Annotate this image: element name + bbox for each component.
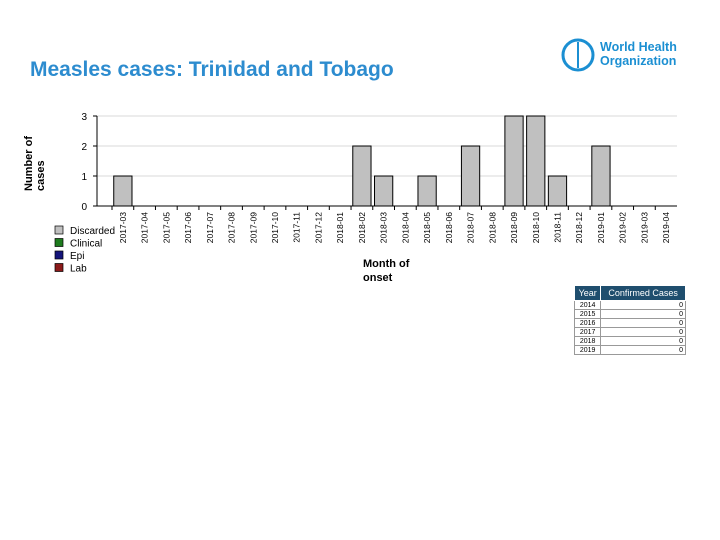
- x-tick-label: 2018-11: [552, 212, 562, 243]
- table-row: 2014 0: [573, 300, 686, 310]
- table-row: 2015 0: [573, 309, 686, 319]
- table-cell: 0: [600, 318, 686, 328]
- cases-table: Year Confirmed Cases 2014 0 2015 0 2016 0 2017…: [573, 285, 686, 355]
- table-cell: 2014: [573, 300, 602, 310]
- bar: [417, 175, 437, 207]
- y-tick-label: 2: [81, 142, 87, 153]
- x-tick-label: 2017-03: [118, 212, 128, 243]
- x-tick-label: 2017-05: [161, 212, 171, 243]
- legend-label: Epi: [70, 251, 84, 262]
- legend-swatch: [54, 238, 64, 247]
- bar: [352, 145, 372, 207]
- x-tick-label: 2017-09: [248, 212, 258, 243]
- x-tick-label: 2018-05: [422, 212, 432, 243]
- x-tick-label: 2019-03: [639, 212, 649, 243]
- y-tick-label: 1: [81, 172, 87, 183]
- y-tick-label: 0: [81, 202, 87, 213]
- table-cell: 0: [600, 309, 686, 319]
- x-tick-label: 2018-10: [531, 212, 541, 243]
- legend-label: Lab: [70, 264, 87, 275]
- x-tick-label: 2017-11: [292, 212, 302, 243]
- bar: [526, 115, 546, 207]
- x-tick-label: 2018-06: [444, 212, 454, 243]
- x-tick-label: 2018-02: [357, 212, 367, 243]
- logo-emblem: [561, 38, 595, 72]
- legend-swatch: [54, 225, 64, 235]
- x-tick-label: 2018-01: [335, 212, 345, 243]
- x-tick-label: 2018-09: [509, 212, 519, 243]
- legend-label: Discarded: [70, 226, 115, 237]
- y-axis-label: Number of cases: [23, 136, 47, 191]
- bar: [591, 145, 611, 207]
- legend-swatch: [54, 263, 64, 272]
- table-cell: 2019: [573, 345, 602, 355]
- table-row: 2017 0: [573, 327, 686, 337]
- table-row: 2018 0: [573, 336, 686, 346]
- x-axis-label: Month of onset: [363, 258, 410, 284]
- bar: [113, 175, 133, 207]
- legend-label: Clinical: [70, 239, 102, 250]
- x-tick-label: 2018-04: [400, 212, 410, 243]
- x-tick-label: 2018-03: [379, 212, 389, 243]
- title: Measles cases: Trinidad and Tobago: [30, 58, 394, 81]
- table-cell: 0: [600, 336, 686, 346]
- table-cell: 2016: [573, 318, 602, 328]
- table-cell: 0: [600, 300, 686, 310]
- legend-swatch: [54, 250, 64, 260]
- x-tick-label: 2018-08: [487, 212, 497, 243]
- x-tick-label: 2017-07: [205, 212, 215, 243]
- table-row: 2019 0: [573, 345, 686, 355]
- bar: [504, 115, 524, 207]
- x-tick-label: 2017-04: [140, 212, 150, 243]
- bar: [460, 145, 481, 207]
- logo-line: World Health: [600, 40, 677, 54]
- bar: [374, 175, 394, 207]
- table-cell: 0: [600, 345, 686, 355]
- x-tick-label: 2017-06: [183, 212, 193, 243]
- x-tick-label: 2019-02: [618, 212, 628, 243]
- bar: [547, 175, 568, 207]
- logo-text: World Health Organization: [600, 40, 677, 68]
- x-tick-label: 2019-04: [661, 212, 671, 243]
- x-tick-label: 2018-12: [574, 212, 584, 243]
- table-cell: 2015: [573, 309, 602, 319]
- logo-line: Organization: [600, 54, 677, 68]
- x-tick-label: 2019-01: [596, 212, 606, 243]
- x-tick-label: 2017-10: [270, 212, 280, 243]
- table-row: 2016 0: [573, 318, 686, 328]
- table-cell: 0: [600, 327, 686, 337]
- table-cell: 2018: [573, 336, 602, 346]
- x-tick-label: 2017-08: [227, 212, 237, 243]
- table-cell: 2017: [573, 327, 602, 337]
- table-header: Year: [573, 285, 602, 301]
- x-tick-label: 2017-12: [313, 212, 323, 243]
- x-tick-label: 2018-07: [466, 212, 476, 243]
- table-header: Confirmed Cases: [600, 285, 686, 301]
- y-tick-label: 3: [81, 112, 87, 123]
